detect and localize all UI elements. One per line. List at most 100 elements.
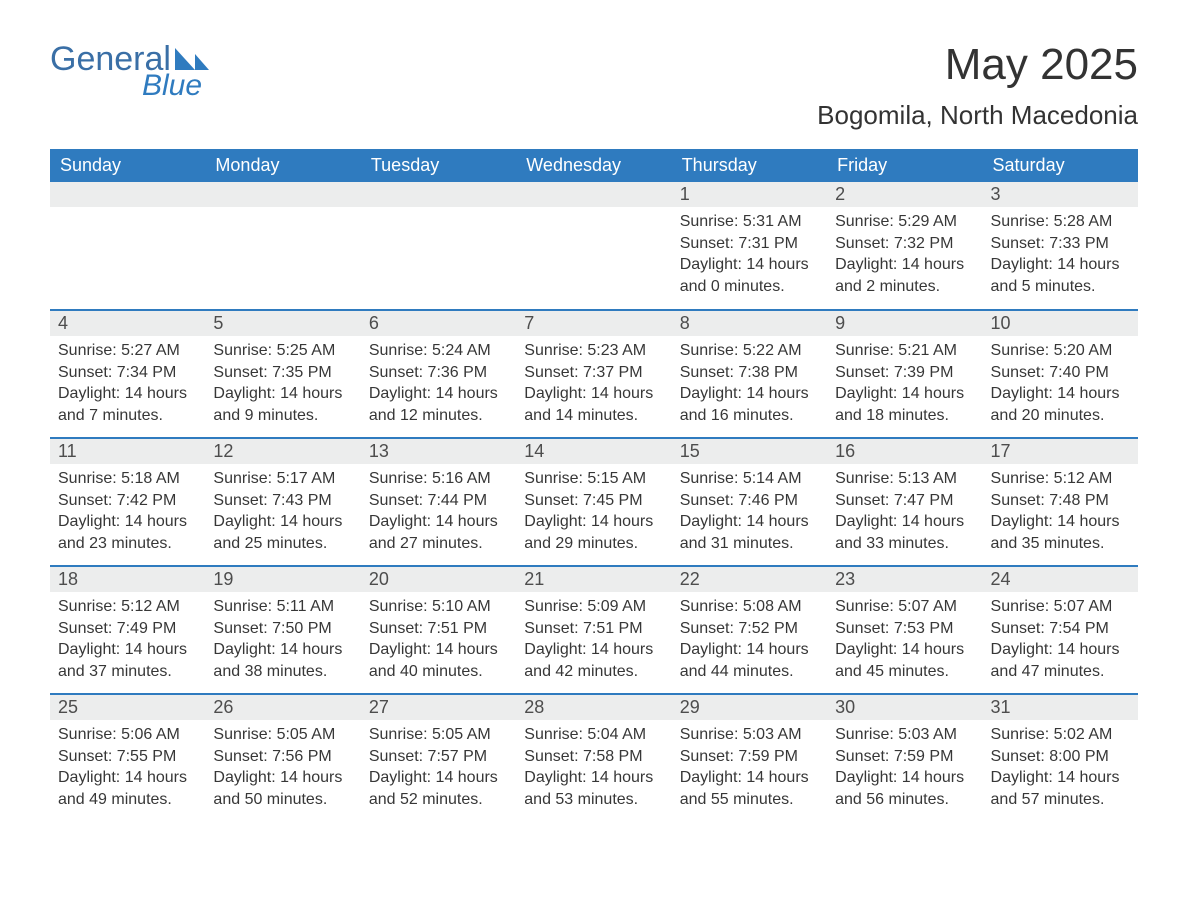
daynum-bar: 13 xyxy=(361,439,516,464)
sunset-line: Sunset: 7:54 PM xyxy=(991,618,1130,640)
calendar-cell: 16Sunrise: 5:13 AMSunset: 7:47 PMDayligh… xyxy=(827,438,982,566)
sunrise-line: Sunrise: 5:10 AM xyxy=(369,596,508,618)
daynum-bar: 24 xyxy=(983,567,1138,592)
day-content: Sunrise: 5:28 AMSunset: 7:33 PMDaylight:… xyxy=(983,207,1138,307)
sunset-line: Sunset: 8:00 PM xyxy=(991,746,1130,768)
sunrise-line: Sunrise: 5:17 AM xyxy=(213,468,352,490)
sunset-line: Sunset: 7:44 PM xyxy=(369,490,508,512)
sunrise-line: Sunrise: 5:29 AM xyxy=(835,211,974,233)
day-content: Sunrise: 5:24 AMSunset: 7:36 PMDaylight:… xyxy=(361,336,516,436)
daynum-bar: 29 xyxy=(672,695,827,720)
day-content: Sunrise: 5:05 AMSunset: 7:56 PMDaylight:… xyxy=(205,720,360,820)
day-content: Sunrise: 5:06 AMSunset: 7:55 PMDaylight:… xyxy=(50,720,205,820)
day-content: Sunrise: 5:16 AMSunset: 7:44 PMDaylight:… xyxy=(361,464,516,564)
daylight-line: Daylight: 14 hours and 14 minutes. xyxy=(524,383,663,426)
daylight-line: Daylight: 14 hours and 7 minutes. xyxy=(58,383,197,426)
daynum-bar: 9 xyxy=(827,311,982,336)
daynum-bar: 14 xyxy=(516,439,671,464)
day-content: Sunrise: 5:03 AMSunset: 7:59 PMDaylight:… xyxy=(827,720,982,820)
sunset-line: Sunset: 7:46 PM xyxy=(680,490,819,512)
day-content: Sunrise: 5:18 AMSunset: 7:42 PMDaylight:… xyxy=(50,464,205,564)
calendar-cell: 18Sunrise: 5:12 AMSunset: 7:49 PMDayligh… xyxy=(50,566,205,694)
sunrise-line: Sunrise: 5:12 AM xyxy=(58,596,197,618)
page-title: May 2025 xyxy=(817,40,1138,90)
sunset-line: Sunset: 7:56 PM xyxy=(213,746,352,768)
sunrise-line: Sunrise: 5:28 AM xyxy=(991,211,1130,233)
sunrise-line: Sunrise: 5:07 AM xyxy=(991,596,1130,618)
daylight-line: Daylight: 14 hours and 55 minutes. xyxy=(680,767,819,810)
sunrise-line: Sunrise: 5:09 AM xyxy=(524,596,663,618)
calendar-body: 1Sunrise: 5:31 AMSunset: 7:31 PMDaylight… xyxy=(50,182,1138,822)
daynum-bar: 16 xyxy=(827,439,982,464)
day-content: Sunrise: 5:04 AMSunset: 7:58 PMDaylight:… xyxy=(516,720,671,820)
calendar-cell: 15Sunrise: 5:14 AMSunset: 7:46 PMDayligh… xyxy=(672,438,827,566)
daynum-bar: 30 xyxy=(827,695,982,720)
calendar-cell: 17 Sunrise: 5:12 AMSunset: 7:48 PMDayligh… xyxy=(983,438,1138,566)
daynum-bar: 17 xyxy=(983,439,1138,464)
daynum-bar: 25 xyxy=(50,695,205,720)
calendar-cell: 21Sunrise: 5:09 AMSunset: 7:51 PMDayligh… xyxy=(516,566,671,694)
daylight-line: Daylight: 14 hours and 18 minutes. xyxy=(835,383,974,426)
location-label: Bogomila, North Macedonia xyxy=(817,100,1138,131)
daynum-bar: 6 xyxy=(361,311,516,336)
daynum-bar: 8 xyxy=(672,311,827,336)
calendar-cell: 5Sunrise: 5:25 AMSunset: 7:35 PMDaylight… xyxy=(205,310,360,438)
sunrise-line: Sunrise: 5:12 AM xyxy=(991,468,1130,490)
sunset-line: Sunset: 7:34 PM xyxy=(58,362,197,384)
daynum-bar: 3 xyxy=(983,182,1138,207)
daylight-line: Daylight: 14 hours and 27 minutes. xyxy=(369,511,508,554)
daynum-bar: 31 xyxy=(983,695,1138,720)
daylight-line: Daylight: 14 hours and 31 minutes. xyxy=(680,511,819,554)
sunset-line: Sunset: 7:59 PM xyxy=(835,746,974,768)
sunrise-line: Sunrise: 5:23 AM xyxy=(524,340,663,362)
day-content: Sunrise: 5:07 AMSunset: 7:53 PMDaylight:… xyxy=(827,592,982,692)
daylight-line: Daylight: 14 hours and 45 minutes. xyxy=(835,639,974,682)
daylight-line: Daylight: 14 hours and 25 minutes. xyxy=(213,511,352,554)
daylight-line: Daylight: 14 hours and 49 minutes. xyxy=(58,767,197,810)
sunset-line: Sunset: 7:35 PM xyxy=(213,362,352,384)
sunset-line: Sunset: 7:53 PM xyxy=(835,618,974,640)
sunset-line: Sunset: 7:48 PM xyxy=(991,490,1130,512)
sunrise-line: Sunrise: 5:21 AM xyxy=(835,340,974,362)
daylight-line: Daylight: 14 hours and 53 minutes. xyxy=(524,767,663,810)
daylight-line: Daylight: 14 hours and 56 minutes. xyxy=(835,767,974,810)
day-content: Sunrise: 5:31 AMSunset: 7:31 PMDaylight:… xyxy=(672,207,827,307)
calendar-cell: 30Sunrise: 5:03 AMSunset: 7:59 PMDayligh… xyxy=(827,694,982,822)
sunset-line: Sunset: 7:32 PM xyxy=(835,233,974,255)
weekday-header: Saturday xyxy=(983,149,1138,182)
title-block: May 2025 Bogomila, North Macedonia xyxy=(817,40,1138,131)
sunset-line: Sunset: 7:37 PM xyxy=(524,362,663,384)
sunset-line: Sunset: 7:49 PM xyxy=(58,618,197,640)
daylight-line: Daylight: 14 hours and 35 minutes. xyxy=(991,511,1130,554)
calendar-cell: 1Sunrise: 5:31 AMSunset: 7:31 PMDaylight… xyxy=(672,182,827,310)
day-content: Sunrise: 5:14 AMSunset: 7:46 PMDaylight:… xyxy=(672,464,827,564)
sunrise-line: Sunrise: 5:02 AM xyxy=(991,724,1130,746)
sunset-line: Sunset: 7:59 PM xyxy=(680,746,819,768)
daynum-bar: 27 xyxy=(361,695,516,720)
sunset-line: Sunset: 7:43 PM xyxy=(213,490,352,512)
daylight-line: Daylight: 14 hours and 40 minutes. xyxy=(369,639,508,682)
daynum-bar: 20 xyxy=(361,567,516,592)
daylight-line: Daylight: 14 hours and 37 minutes. xyxy=(58,639,197,682)
calendar-row: 4Sunrise: 5:27 AMSunset: 7:34 PMDaylight… xyxy=(50,310,1138,438)
calendar-cell: 27Sunrise: 5:05 AMSunset: 7:57 PMDayligh… xyxy=(361,694,516,822)
daylight-line: Daylight: 14 hours and 20 minutes. xyxy=(991,383,1130,426)
calendar-cell: 11Sunrise: 5:18 AMSunset: 7:42 PMDayligh… xyxy=(50,438,205,566)
weekday-header: Wednesday xyxy=(516,149,671,182)
sunset-line: Sunset: 7:33 PM xyxy=(991,233,1130,255)
daynum-bar: 1 xyxy=(672,182,827,207)
daynum-bar: 15 xyxy=(672,439,827,464)
daylight-line: Daylight: 14 hours and 33 minutes. xyxy=(835,511,974,554)
daylight-line: Daylight: 14 hours and 9 minutes. xyxy=(213,383,352,426)
calendar-cell: 10Sunrise: 5:20 AMSunset: 7:40 PMDayligh… xyxy=(983,310,1138,438)
daylight-line: Daylight: 14 hours and 44 minutes. xyxy=(680,639,819,682)
sunset-line: Sunset: 7:38 PM xyxy=(680,362,819,384)
calendar-cell: 29Sunrise: 5:03 AMSunset: 7:59 PMDayligh… xyxy=(672,694,827,822)
sunrise-line: Sunrise: 5:04 AM xyxy=(524,724,663,746)
brand-line2: Blue xyxy=(142,69,202,103)
calendar-cell: 13Sunrise: 5:16 AMSunset: 7:44 PMDayligh… xyxy=(361,438,516,566)
calendar-cell: 23Sunrise: 5:07 AMSunset: 7:53 PMDayligh… xyxy=(827,566,982,694)
calendar-table: SundayMondayTuesdayWednesdayThursdayFrid… xyxy=(50,149,1138,822)
sunset-line: Sunset: 7:52 PM xyxy=(680,618,819,640)
sunset-line: Sunset: 7:42 PM xyxy=(58,490,197,512)
